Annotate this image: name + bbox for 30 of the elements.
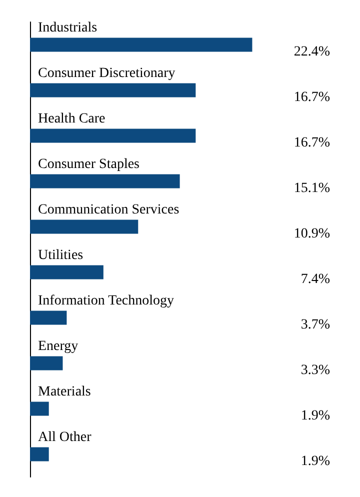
- bar: [30, 220, 138, 234]
- bar: [30, 402, 49, 416]
- data-label: 3.7%: [300, 317, 330, 332]
- y-tick-label: Information Technology: [38, 293, 174, 308]
- y-tick-label: Energy: [38, 338, 78, 354]
- data-label: 22.4%: [294, 44, 330, 60]
- data-label: 15.1%: [294, 180, 330, 196]
- bar: [30, 447, 49, 462]
- y-tick-label: Materials: [38, 384, 91, 400]
- y-tick-label: Consumer Staples: [38, 156, 140, 172]
- bar: [30, 83, 196, 98]
- bar: [30, 128, 196, 143]
- y-tick-label: Industrials: [38, 20, 98, 36]
- data-label: 3.3%: [300, 362, 330, 378]
- data-label: 16.7%: [294, 135, 330, 150]
- bar: [30, 174, 180, 188]
- bar: [30, 265, 104, 280]
- bar: [30, 310, 67, 325]
- bar: [30, 38, 252, 52]
- y-tick-label: Consumer Discretionary: [38, 66, 176, 81]
- data-label: 16.7%: [294, 90, 330, 105]
- bar: [30, 356, 63, 370]
- y-tick-label: Utilities: [38, 248, 84, 263]
- data-label: 7.4%: [300, 272, 330, 287]
- data-label: 1.9%: [300, 454, 330, 469]
- y-tick-label: All Other: [38, 430, 92, 445]
- y-tick-label: Health Care: [38, 111, 106, 126]
- data-label: 1.9%: [300, 408, 330, 424]
- data-label: 10.9%: [294, 226, 330, 242]
- y-tick-label: Communication Services: [38, 202, 180, 218]
